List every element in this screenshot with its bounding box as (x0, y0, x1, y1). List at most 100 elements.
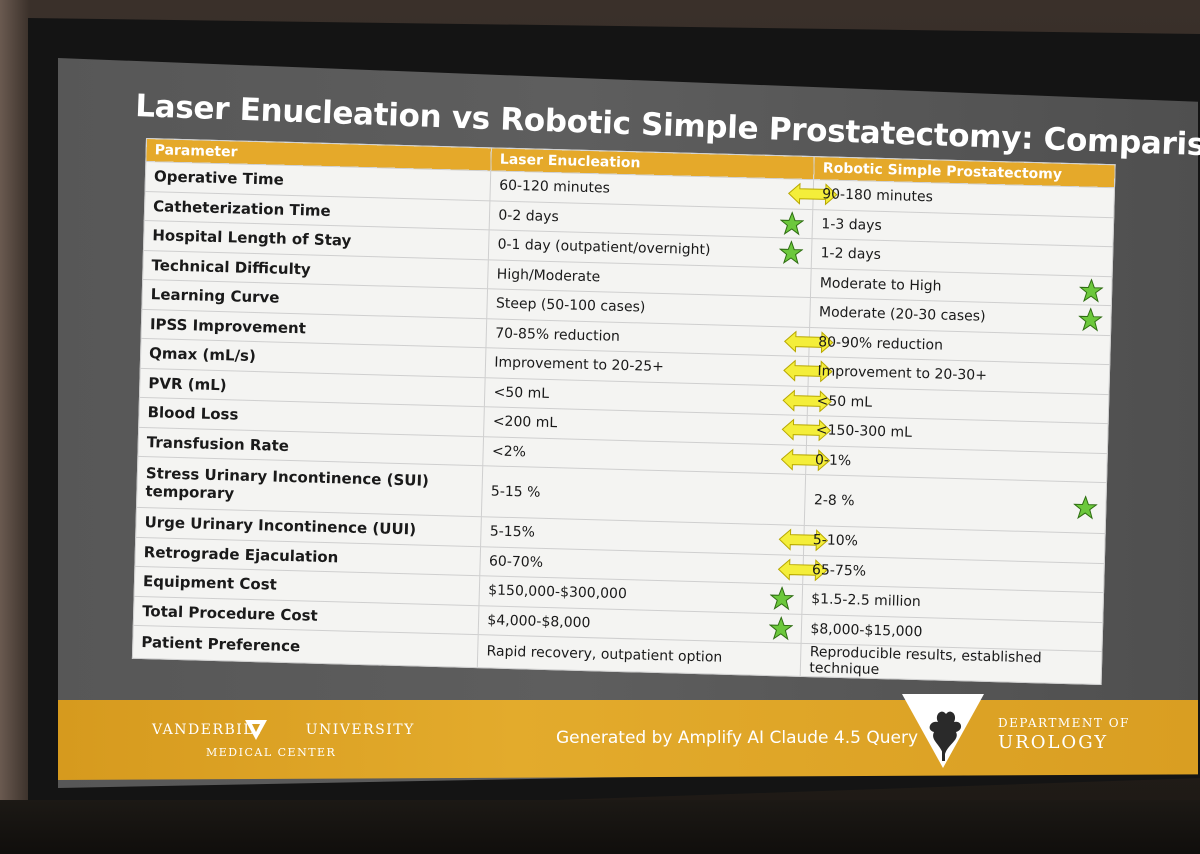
comparison-mark (781, 448, 832, 472)
equal-double-arrow-icon (782, 418, 832, 442)
row-robotic-text: Reproducible results, established techni… (809, 644, 1042, 679)
row-robotic-cell: 2-8 % (804, 474, 1107, 534)
slide-footer (58, 700, 1198, 780)
row-robotic-text: $1.5-2.5 million (811, 591, 922, 611)
row-robotic-text: 5-10% (812, 532, 859, 550)
row-robotic-text: <150-300 mL (815, 422, 913, 442)
row-laser-cell: 0-2 days (489, 200, 814, 239)
table-row: Catheterization Time 0-2 days 1-3 days (144, 190, 1114, 247)
table-row: IPSS Improvement 70-85% reduction 80-90% r… (141, 308, 1111, 365)
table-row: Operative Time 60-120 minutes 90-180 minut… (145, 161, 1115, 218)
row-laser-text: $4,000-$8,000 (487, 612, 591, 631)
row-laser-cell: 5-15% (480, 516, 829, 555)
comparison-mark (1073, 495, 1098, 520)
row-laser-cell: <200 mL (483, 406, 832, 445)
advantage-star-icon (780, 210, 805, 236)
row-laser-cell: 70-85% reduction (486, 318, 834, 357)
row-parameter-text: Urge Urinary Incontinence (UUI) (144, 513, 417, 539)
advantage-star-icon (769, 615, 794, 641)
table-row: Hospital Length of Stay 0-1 day (outpatie… (143, 220, 1113, 277)
row-laser-cell: <50 mL (484, 377, 833, 416)
row-laser-cell: Improvement to 20-25+ (485, 347, 834, 387)
comparison-mark (783, 359, 834, 383)
generated-by-text: Generated by Amplify AI Claude 4.5 Query (556, 728, 919, 748)
row-robotic-text: 65-75% (811, 561, 867, 580)
table-row: Urge Urinary Incontinence (UUI) 5-15% 5-10… (135, 507, 1106, 564)
row-robotic-text: 80-90% reduction (817, 334, 944, 354)
comparison-mark (782, 418, 833, 442)
row-parameter-text: PVR (mL) (148, 373, 227, 395)
row-parameter-text: Technical Difficulty (151, 255, 311, 279)
equal-double-arrow-icon (781, 448, 831, 472)
comparison-mark (769, 586, 795, 611)
table-row: Equipment Cost $150,000-$300,000 $1.5-2.5 … (134, 566, 1104, 623)
table-row: Retrograde Ejaculation 60-70% 65-75% (134, 536, 1105, 593)
advantage-star-icon (779, 240, 804, 265)
comparison-mark (788, 182, 839, 206)
row-parameter-text: Stress Urinary Incontinence (SUI) tempor… (145, 464, 430, 503)
medical-center-text: MEDICAL CENTER (206, 746, 337, 759)
row-robotic-text: $8,000-$15,000 (810, 620, 923, 640)
vanderbilt-oak-leaf-logo-icon (902, 694, 984, 768)
row-laser-text: 0-2 days (498, 207, 559, 225)
row-laser-text: $150,000-$300,000 (488, 582, 628, 603)
row-laser-text: <50 mL (493, 384, 550, 402)
advantage-star-icon (1078, 307, 1103, 332)
table-row: Stress Urinary Incontinence (SUI) tempor… (136, 456, 1107, 534)
row-parameter-text: Total Procedure Cost (141, 601, 318, 625)
row-laser-cell: $4,000-$8,000 (478, 605, 803, 644)
department-of-text: DEPARTMENT OF (998, 716, 1130, 730)
comparison-mark (769, 615, 794, 641)
comparison-mark (778, 558, 829, 582)
row-parameter-text: Transfusion Rate (146, 432, 290, 455)
row-laser-text: Steep (50-100 cases) (495, 295, 646, 316)
equal-double-arrow-icon (778, 558, 828, 582)
comparison-mark (780, 210, 805, 236)
table-row: Learning Curve Steep (50-100 cases) Modera… (141, 279, 1112, 336)
row-laser-cell: $150,000-$300,000 (479, 575, 804, 614)
row-parameter-text: Catheterization Time (152, 196, 331, 220)
row-laser-text: Improvement to 20-25+ (494, 354, 665, 376)
table-row: Transfusion Rate <2% 0-1% (137, 426, 1108, 483)
equal-double-arrow-icon (783, 359, 834, 383)
row-parameter-text: IPSS Improvement (149, 314, 307, 338)
row-parameter-text: Patient Preference (141, 633, 301, 656)
row-robotic-text: Moderate (20-30 cases) (818, 304, 986, 326)
room-wall-left (0, 0, 30, 854)
row-robotic-text: 0-1% (814, 451, 852, 469)
university-text: UNIVERSITY (305, 722, 415, 738)
equal-double-arrow-icon (779, 528, 829, 552)
equal-double-arrow-icon (784, 330, 834, 354)
comparison-mark (1078, 278, 1104, 303)
vanderbilt-text: VANDERBILT (152, 722, 264, 738)
vanderbilt-wordmark: VANDERBILT UNIVERSITY (152, 722, 415, 738)
row-laser-text: 5-15 % (490, 483, 541, 501)
row-parameter-text: Retrograde Ejaculation (143, 542, 339, 567)
comparison-mark (782, 389, 833, 413)
row-laser-cell: 0-1 day (outpatient/overnight) (488, 229, 813, 269)
row-laser-text: High/Moderate (496, 266, 601, 286)
equal-double-arrow-icon (782, 389, 833, 413)
comparison-mark (1078, 307, 1103, 333)
comparison-mark (784, 330, 835, 354)
row-robotic-text: 90-180 minutes (821, 186, 934, 206)
urology-text: UROLOGY (998, 732, 1109, 753)
advantage-star-icon (1073, 495, 1098, 520)
equal-double-arrow-icon (788, 182, 838, 206)
comparison-table: Parameter Laser Enucleation Robotic Simp… (131, 138, 1116, 686)
row-robotic-text: <50 mL (816, 392, 873, 411)
row-laser-cell: 5-15 % (481, 465, 807, 526)
row-robotic-text: Improvement to 20-30+ (817, 363, 988, 385)
row-robotic-text: 1-3 days (821, 216, 882, 234)
row-parameter-text: Blood Loss (147, 403, 239, 424)
row-robotic-text: 2-8 % (813, 492, 855, 510)
row-parameter-text: Hospital Length of Stay (152, 226, 352, 250)
row-parameter-text: Equipment Cost (142, 572, 278, 594)
table-row: Technical Difficulty High/Moderate Moderat… (142, 249, 1113, 306)
row-laser-cell: <2% (483, 436, 831, 475)
row-laser-text: <2% (491, 443, 527, 461)
row-parameter-text: Operative Time (153, 167, 285, 189)
row-robotic-cell: Moderate (20-30 cases) (810, 297, 1112, 336)
row-laser-text: Rapid recovery, outpatient option (486, 643, 723, 666)
row-laser-text: 0-1 day (outpatient/overnight) (497, 236, 711, 259)
